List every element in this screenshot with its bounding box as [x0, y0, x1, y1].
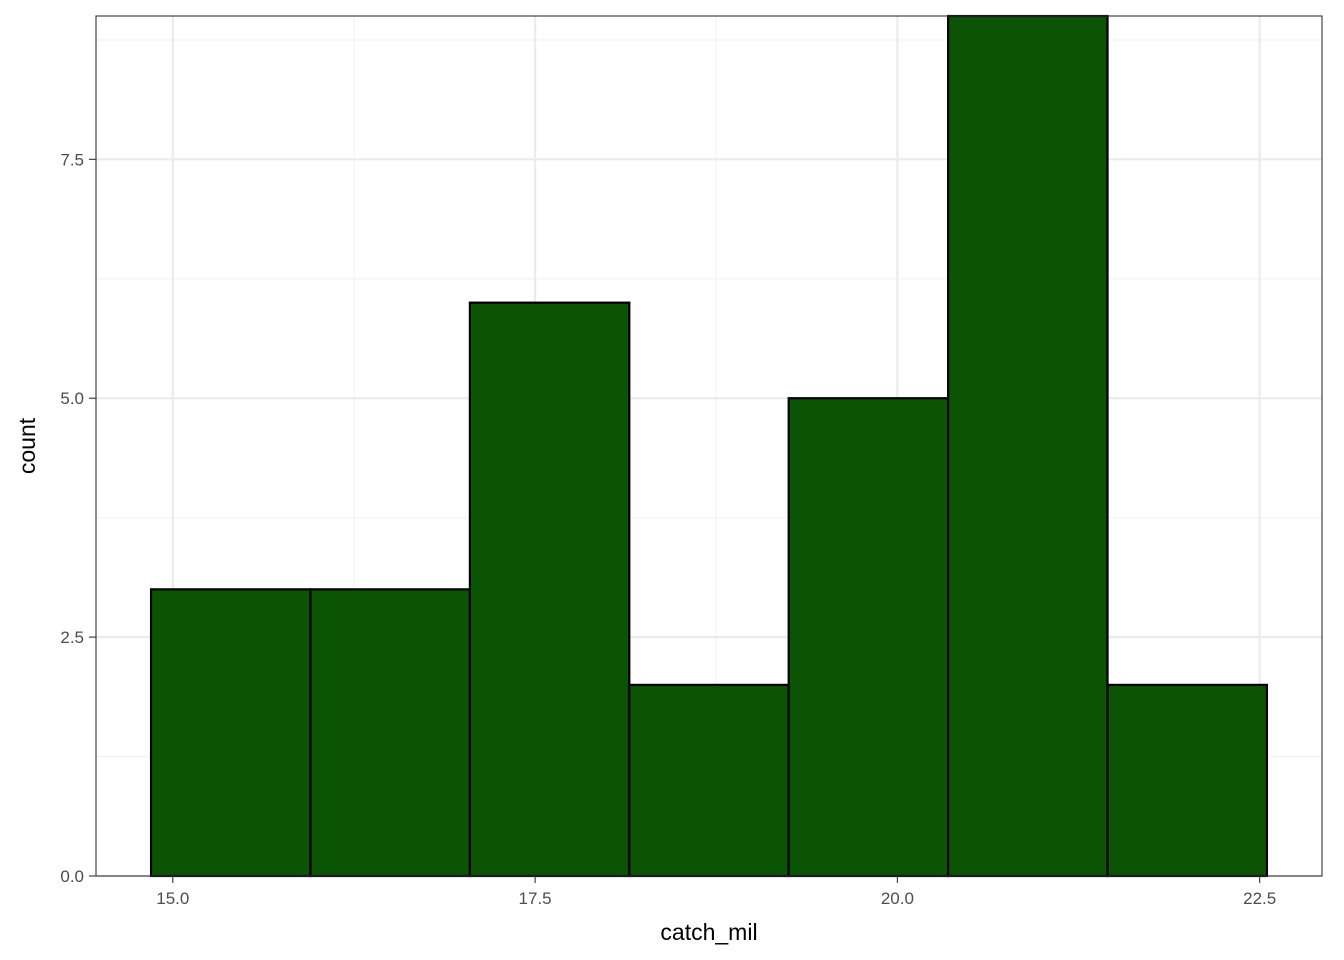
- x-tick-label: 20.0: [881, 889, 914, 908]
- x-tick-label: 15.0: [156, 889, 189, 908]
- histogram-bar-4: [628, 683, 790, 878]
- histogram-bar-1: [149, 588, 312, 878]
- histogram-bar-3: [468, 301, 631, 878]
- x-tick-label: 22.5: [1243, 889, 1276, 908]
- histogram-bar-7: [1106, 683, 1269, 878]
- panel-border: [95, 15, 1323, 877]
- histogram-bar-6: [947, 14, 1109, 878]
- x-axis-title: catch_mil: [660, 919, 757, 945]
- histogram-bar-5: [787, 397, 950, 878]
- x-tick-label: 17.5: [519, 889, 552, 908]
- y-tick-label: 2.5: [60, 628, 84, 647]
- y-axis-title: count: [14, 417, 40, 474]
- axis-ticks: 15.0 17.5 20.0 22.5 0.0 2.5 5.0 7.5: [60, 150, 1276, 908]
- bars: [149, 14, 1269, 878]
- y-tick-label: 5.0: [60, 389, 84, 408]
- y-tick-label: 7.5: [60, 150, 84, 169]
- histogram-bar-2: [309, 588, 471, 878]
- y-tick-label: 0.0: [60, 867, 84, 886]
